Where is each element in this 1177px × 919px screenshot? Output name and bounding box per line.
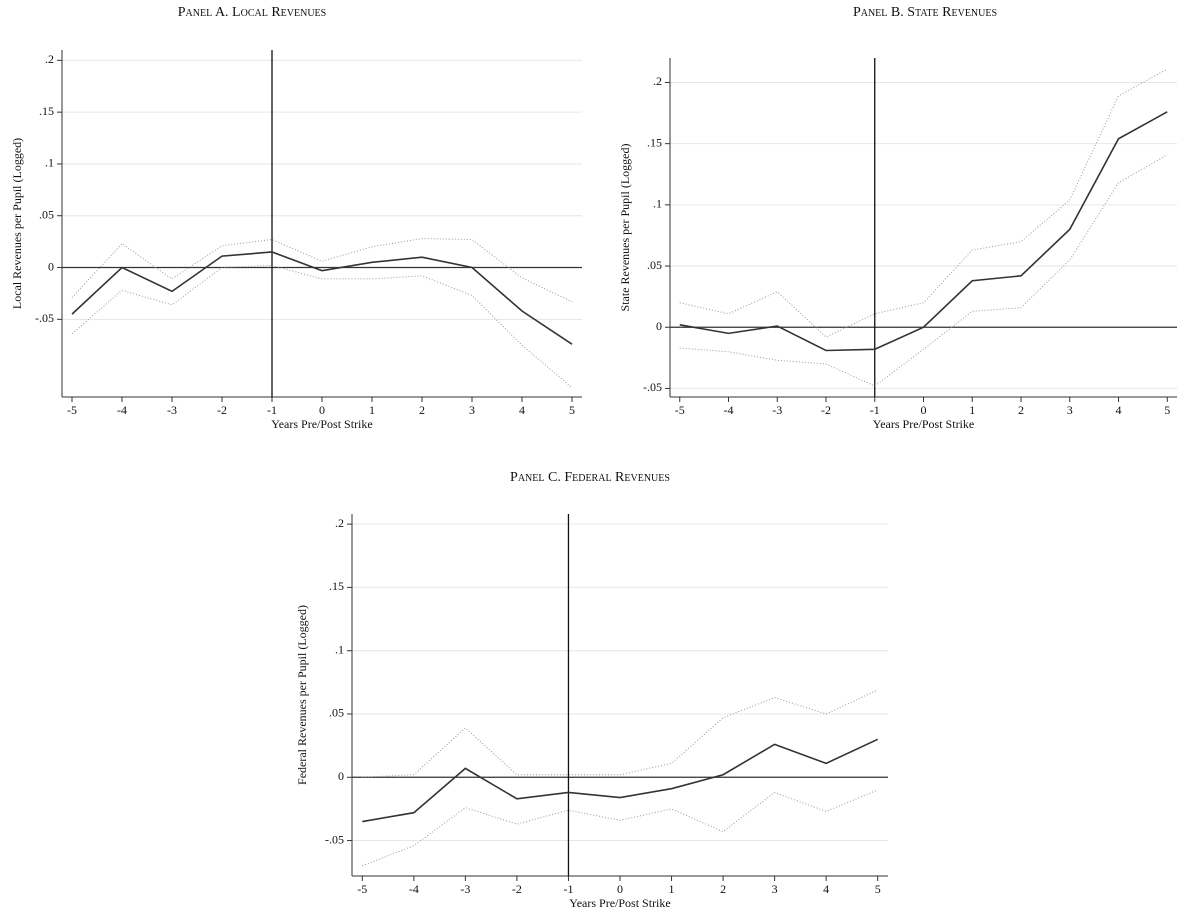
y-tick-label: .2 [653, 74, 662, 88]
y-tick-label: .15 [39, 104, 54, 118]
x-tick-label: -2 [821, 403, 831, 417]
x-tick-label: 5 [1164, 403, 1170, 417]
y-axis-label: Federal Revenues per Pupil (Logged) [295, 605, 309, 785]
x-tick-label: 1 [369, 403, 375, 417]
y-axis-label: Local Revenues per Pupil (Logged) [10, 138, 24, 309]
y-tick-label: .05 [39, 207, 54, 221]
x-tick-label: 2 [1018, 403, 1024, 417]
confidence-line [679, 154, 1168, 387]
y-tick-label: .1 [45, 156, 54, 170]
x-tick-label: 2 [419, 403, 425, 417]
y-axis-label: State Revenues per Pupil (Logged) [618, 144, 632, 312]
x-tick-label: -4 [409, 882, 419, 896]
x-tick-label: 4 [823, 882, 829, 896]
x-tick-label: -3 [460, 882, 470, 896]
x-tick-label: -1 [563, 882, 573, 896]
x-axis-label: Years Pre/Post Strike [271, 417, 372, 431]
y-tick-label: 0 [48, 259, 54, 273]
x-tick-label: 1 [969, 403, 975, 417]
y-tick-label: .05 [647, 258, 662, 272]
x-tick-label: -4 [724, 403, 734, 417]
x-tick-label: -3 [772, 403, 782, 417]
x-tick-label: -1 [870, 403, 880, 417]
y-tick-label: -.05 [643, 380, 662, 394]
x-tick-label: 3 [772, 882, 778, 896]
y-tick-label: .1 [335, 642, 344, 656]
x-tick-label: -2 [217, 403, 227, 417]
x-tick-label: 5 [875, 882, 881, 896]
x-tick-label: 3 [469, 403, 475, 417]
y-tick-label: 0 [338, 769, 344, 783]
confidence-line [71, 238, 573, 303]
x-axis-label: Years Pre/Post Strike [569, 896, 670, 910]
x-axis-label: Years Pre/Post Strike [873, 417, 974, 431]
x-tick-label: 3 [1067, 403, 1073, 417]
x-tick-label: -2 [512, 882, 522, 896]
x-tick-label: -5 [675, 403, 685, 417]
x-tick-label: 5 [569, 403, 575, 417]
x-tick-label: 4 [519, 403, 525, 417]
x-tick-label: 0 [617, 882, 623, 896]
x-tick-label: -5 [67, 403, 77, 417]
x-tick-label: 0 [319, 403, 325, 417]
panel-title: Panel C. Federal Revenues [510, 470, 670, 485]
estimate-line [679, 111, 1168, 352]
y-tick-label: .1 [653, 197, 662, 211]
x-tick-label: 0 [921, 403, 927, 417]
y-tick-label: 0 [656, 319, 662, 333]
x-tick-label: 4 [1116, 403, 1122, 417]
confidence-line [71, 264, 573, 389]
x-tick-label: -4 [117, 403, 127, 417]
confidence-line [679, 68, 1168, 338]
x-tick-label: -1 [267, 403, 277, 417]
x-tick-label: -5 [357, 882, 367, 896]
y-tick-label: -.05 [35, 311, 54, 325]
x-tick-label: 1 [669, 882, 675, 896]
confidence-line [362, 689, 878, 778]
y-tick-label: .2 [45, 52, 54, 66]
y-tick-label: .15 [329, 579, 344, 593]
estimate-line [71, 251, 573, 345]
y-tick-label: -.05 [325, 832, 344, 846]
y-tick-label: .2 [335, 516, 344, 530]
x-tick-label: 2 [720, 882, 726, 896]
panel-title: Panel A. Local Revenues [178, 5, 326, 20]
x-tick-label: -3 [167, 403, 177, 417]
y-tick-label: .15 [647, 135, 662, 149]
y-tick-label: .05 [329, 706, 344, 720]
estimate-line [362, 738, 879, 823]
confidence-line [362, 789, 878, 867]
panel-title: Panel B. State Revenues [853, 5, 997, 20]
